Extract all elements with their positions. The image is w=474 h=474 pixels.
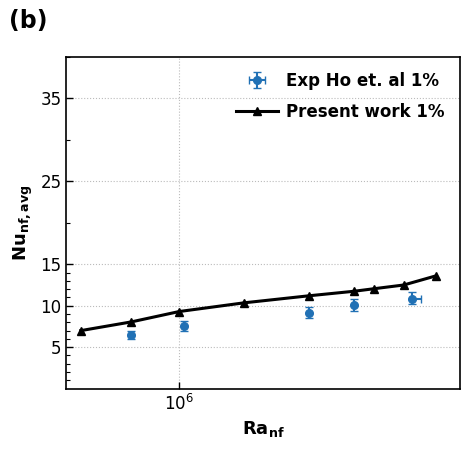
Present work 1% [371, 286, 377, 292]
Y-axis label: $\mathbf{Nu_{nf,avg}}$: $\mathbf{Nu_{nf,avg}}$ [12, 184, 35, 261]
Present work 1% [306, 293, 312, 299]
Present work 1% [401, 282, 407, 288]
Text: (b): (b) [9, 9, 48, 34]
Present work 1% [128, 319, 134, 325]
X-axis label: $\mathbf{Ra_{nf}}$: $\mathbf{Ra_{nf}}$ [242, 419, 284, 439]
Present work 1% [241, 300, 247, 306]
Present work 1% [352, 288, 357, 294]
Line: Present work 1%: Present work 1% [77, 272, 440, 335]
Legend: Exp Ho et. al 1%, Present work 1%: Exp Ho et. al 1%, Present work 1% [229, 65, 451, 128]
Present work 1% [78, 328, 83, 334]
Present work 1% [433, 273, 439, 279]
Present work 1% [176, 309, 182, 314]
